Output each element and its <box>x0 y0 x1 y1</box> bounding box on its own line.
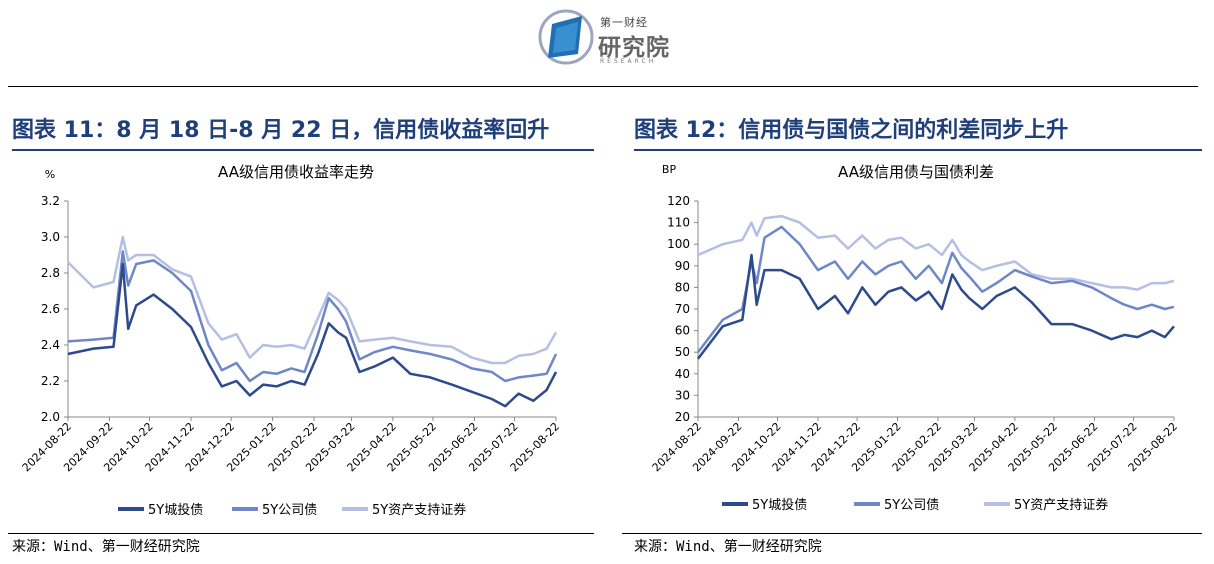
series-line <box>68 264 556 406</box>
source-rule <box>622 533 1202 534</box>
y-tick-label: 3.2 <box>41 194 60 208</box>
logo-main-text: 研究院 <box>598 28 670 62</box>
series-line <box>698 255 1174 359</box>
panel-title: 图表 12：信用债与国债之间的利差同步上升 <box>634 112 1068 144</box>
source-rule <box>8 533 594 534</box>
header-divider <box>8 86 1198 87</box>
legend-label: 5Y资产支持证券 <box>372 502 466 518</box>
source-text: 来源：Wind、第一财经研究院 <box>634 536 822 556</box>
legend-label: 5Y城投债 <box>752 497 807 513</box>
logo-mark <box>538 6 594 68</box>
chart-title: AA级信用债收益率走势 <box>218 163 374 181</box>
y-tick-label: 30 <box>675 388 690 402</box>
y-tick-label: 40 <box>675 367 690 381</box>
logo: 第一财经 研究院 RESEARCH <box>538 6 688 68</box>
y-axis-unit: BP <box>662 163 677 176</box>
y-tick-label: 100 <box>667 237 690 251</box>
series-line <box>698 227 1174 352</box>
chart-spread: AA级信用债与国债利差BP203040506070809010011012020… <box>614 150 1214 550</box>
chart-yield: AA级信用债收益率走势%2.02.22.42.62.83.03.22024-08… <box>0 150 600 550</box>
y-tick-label: 3.0 <box>41 230 60 244</box>
legend-label: 5Y城投债 <box>148 502 203 518</box>
y-tick-label: 90 <box>675 259 690 273</box>
chart-title: AA级信用债与国债利差 <box>838 163 994 181</box>
legend-label: 5Y资产支持证券 <box>1014 497 1108 513</box>
y-tick-label: 2.2 <box>41 374 60 388</box>
y-tick-label: 50 <box>675 345 690 359</box>
y-tick-label: 70 <box>675 302 690 316</box>
y-axis-unit: % <box>45 168 55 181</box>
panel-title: 图表 11：8 月 18 日-8 月 22 日，信用债收益率回升 <box>12 112 549 144</box>
legend-label: 5Y公司债 <box>262 503 317 518</box>
y-tick-label: 2.0 <box>41 410 60 424</box>
source-text: 来源：Wind、第一财经研究院 <box>12 536 200 556</box>
y-tick-label: 20 <box>675 410 690 424</box>
y-tick-label: 110 <box>667 216 690 230</box>
series-line <box>698 216 1174 290</box>
y-tick-label: 120 <box>667 194 690 208</box>
y-tick-label: 2.4 <box>41 338 60 352</box>
y-tick-label: 2.6 <box>41 302 60 316</box>
logo-sub-text: RESEARCH <box>600 58 656 65</box>
y-tick-label: 60 <box>675 324 690 338</box>
y-tick-label: 2.8 <box>41 266 60 280</box>
series-line <box>68 237 556 363</box>
y-tick-label: 80 <box>675 280 690 294</box>
legend-label: 5Y公司债 <box>884 498 939 513</box>
